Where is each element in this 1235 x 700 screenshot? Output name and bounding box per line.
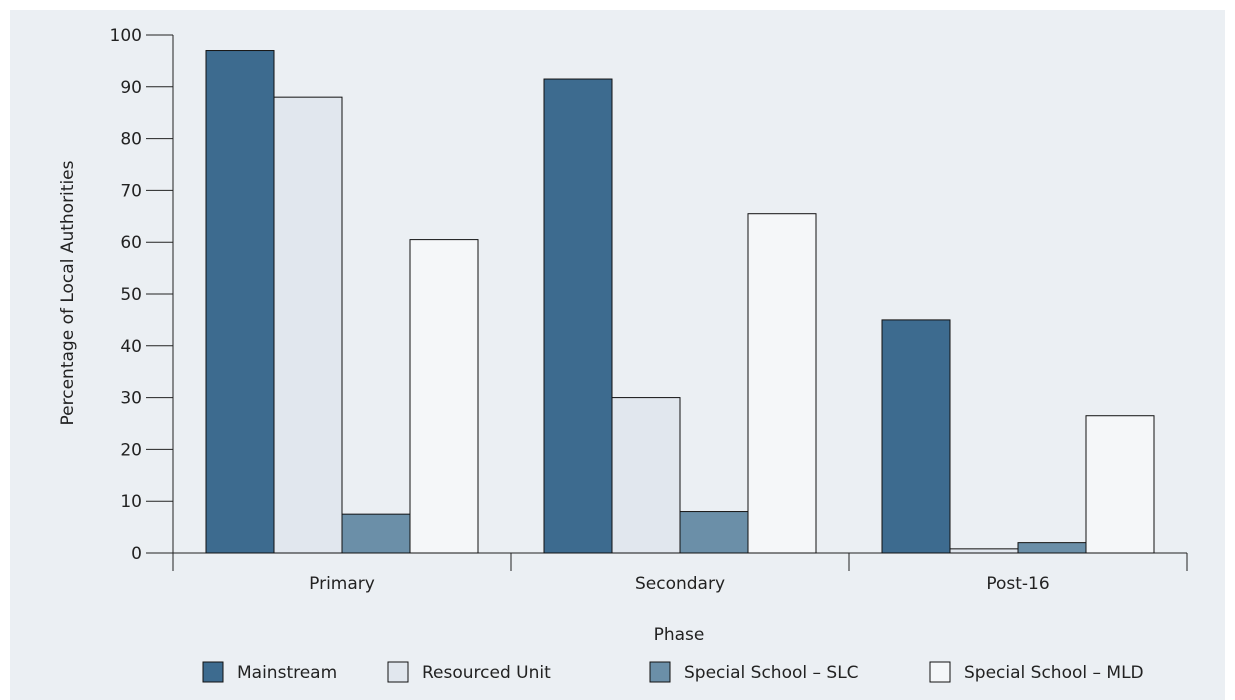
- y-axis: 0 10 20 30 40 50 60 70 80 90 100: [110, 26, 174, 564]
- legend-label: Special School – MLD: [964, 663, 1144, 683]
- chart-panel: 0 10 20 30 40 50 60 70 80 90 100 Primary Secondary P…: [10, 10, 1225, 700]
- legend-label: Mainstream: [237, 663, 337, 683]
- y-tick-label: 100: [110, 26, 142, 46]
- x-tick-label: Post-16: [986, 574, 1049, 594]
- bar-primary-series-2: [341, 513, 411, 554]
- x-tick-label: Secondary: [635, 574, 725, 594]
- x-axis-title: Phase: [654, 625, 705, 645]
- y-tick-label: 90: [120, 78, 142, 98]
- y-tick-label: 40: [120, 337, 142, 357]
- bar-post-16-series-3: [1085, 415, 1155, 554]
- x-tick-label: Primary: [309, 574, 375, 594]
- legend-swatch: [649, 661, 671, 683]
- bar-post-16-series-0: [881, 319, 951, 554]
- y-tick-label: 0: [131, 544, 142, 564]
- legend-swatch: [387, 661, 409, 683]
- x-axis: Primary Secondary Post-16: [172, 552, 1188, 594]
- bar-post-16-series-2: [1017, 542, 1087, 554]
- bar-secondary-series-0: [543, 78, 613, 554]
- legend: Mainstream Resourced Unit Special School –…: [202, 661, 1144, 683]
- bar-primary-series-1: [273, 96, 343, 554]
- y-tick-label: 10: [120, 492, 142, 512]
- y-tick-label: 60: [120, 233, 142, 253]
- legend-swatch: [202, 661, 224, 683]
- y-tick-label: 70: [120, 181, 142, 201]
- bars: [205, 50, 1155, 554]
- bar-secondary-series-2: [679, 511, 749, 554]
- bar-primary-series-0: [205, 50, 275, 554]
- y-axis-title: Percentage of Local Authorities: [58, 160, 78, 425]
- legend-label: Special School – SLC: [684, 663, 859, 683]
- bar-post-16-series-1: [949, 548, 1019, 554]
- y-tick-label: 30: [120, 389, 142, 409]
- y-tick-label: 20: [120, 440, 142, 460]
- bar-secondary-series-3: [747, 213, 817, 554]
- legend-swatch: [929, 661, 951, 683]
- legend-label: Resourced Unit: [422, 663, 551, 683]
- y-tick-label: 80: [120, 130, 142, 150]
- bar-secondary-series-1: [611, 397, 681, 554]
- bar-primary-series-3: [409, 239, 479, 554]
- y-tick-label: 50: [120, 285, 142, 305]
